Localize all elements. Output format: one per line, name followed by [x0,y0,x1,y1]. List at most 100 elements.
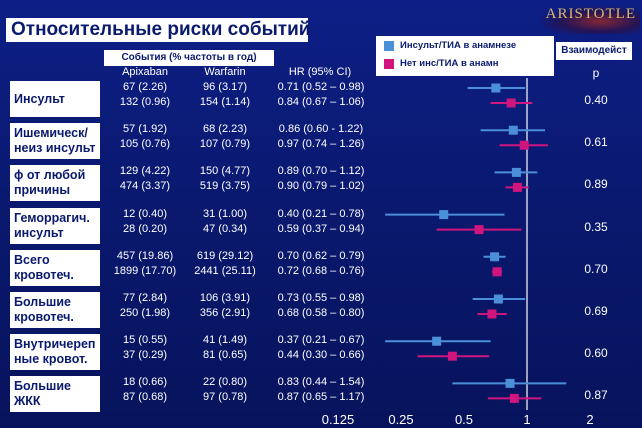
hr-ci-value: 0.89 (0.70 – 1.12) [277,165,365,178]
legend-label-tia: Инсульт/ТИА в анамнезе [400,40,517,51]
x-tick-label: 0.25 [388,412,413,427]
warfarin-value: 81 (0.65) [202,349,248,362]
column-header-warfarin: Warfarin [204,66,246,78]
apixaban-value: 132 (0.96) [119,96,171,108]
category-label: Большие ЖКК [10,376,100,413]
hr-point-tia [490,252,500,262]
legend-swatch-no-tia [384,59,394,69]
warfarin-value: 2441 (25.11) [194,264,256,277]
events-header: События (% частоты в год) [104,50,274,66]
warfarin-value: 154 (1.14) [199,96,251,108]
hr-ci-value: 0.40 (0.21 – 0.78) [277,207,365,220]
x-tick-label: 0.5 [455,412,473,427]
warfarin-value: 41 (1.49) [202,334,248,347]
warfarin-value: 47 (0.34) [202,222,248,235]
apixaban-value: 57 (1.92) [122,123,168,136]
p-value: 0.87 [584,388,608,403]
hr-point-no_tia [492,267,502,277]
p-value: 0.89 [584,177,608,192]
warfarin-value: 619 (29.12) [196,249,254,262]
hr-point-tia [491,83,501,93]
apixaban-value: 105 (0.76) [119,138,171,151]
p-value: 0.60 [584,346,608,361]
hr-point-no_tia [512,182,522,192]
hr-ci-value: 0.37 (0.21 – 0.67) [277,334,365,347]
hr-ci-value: 0.68 (0.58 – 0.80) [277,307,365,319]
hr-point-tia [511,167,521,177]
apixaban-value: 37 (0.29) [122,349,168,362]
category-label: Геморрагич. инсульт [10,207,100,244]
hr-point-tia [432,336,442,346]
column-header-p: p [592,66,600,80]
p-value: 0.69 [584,304,608,318]
warfarin-value: 519 (3.75) [199,180,251,193]
apixaban-value: 12 (0.40) [122,207,168,220]
hr-point-no_tia [519,140,529,150]
warfarin-value: 150 (4.77) [199,165,251,178]
p-value: 0.61 [584,135,608,150]
hr-point-no_tia [474,225,484,235]
apixaban-value: 457 (19.86) [116,249,174,262]
x-tick-label: 2 [586,412,593,427]
legend: Инсульт/ТИА в анамнезе Нет инс/ТИА в ана… [376,36,554,76]
hr-ci-value: 0.44 (0.30 – 0.66) [277,349,365,362]
apixaban-value: 87 (0.68) [122,391,168,404]
warfarin-value: 31 (1.00) [202,207,248,220]
category-label: Всего кровотеч. [10,249,100,286]
warfarin-value: 107 (0.79) [199,138,251,151]
hr-ci-value: 0.73 (0.55 – 0.98) [277,292,365,304]
warfarin-value: 96 (3.17) [202,81,248,93]
hr-ci-value: 0.97 (0.74 – 1.26) [277,138,365,151]
interaction-header: Взаимодейст [556,42,632,60]
hr-ci-value: 0.87 (0.65 – 1.17) [277,391,365,404]
category-label: ɸ от любой причины [10,165,100,202]
hr-point-tia [493,294,503,304]
hr-point-tia [439,210,449,220]
hr-ci-value: 0.70 (0.62 – 0.79) [277,249,365,262]
hr-ci-value: 0.72 (0.68 – 0.76) [277,264,365,277]
apixaban-value: 250 (1.98) [119,307,171,319]
hr-point-tia [505,378,515,388]
legend-label-no-tia: Нет инс/ТИА в анамн [400,58,499,69]
hr-ci-value: 0.90 (0.79 – 1.02) [277,180,365,193]
p-value: 0.35 [584,219,608,234]
category-label: Ишемическ/ неиз инсульт [10,123,100,160]
apixaban-value: 129 (4.22) [119,165,171,178]
warfarin-value: 106 (3.91) [199,292,251,304]
warfarin-value: 356 (2.91) [199,307,251,319]
category-label: Инсульт [10,81,100,117]
legend-swatch-tia [384,41,394,51]
hr-point-tia [508,125,518,135]
hr-ci-value: 0.86 (0.60 - 1.22) [278,123,364,136]
warfarin-value: 22 (0.80) [202,376,248,389]
hr-point-no_tia [509,393,519,403]
apixaban-value: 15 (0.55) [122,334,168,347]
hr-ci-value: 0.83 (0.44 – 1.54) [277,376,365,389]
p-value: 0.70 [584,261,608,276]
column-header-apixaban: Apixaban [122,66,168,78]
apixaban-value: 28 (0.20) [122,222,168,235]
warfarin-value: 97 (0.78) [202,391,248,404]
hr-ci-value: 0.84 (0.67 – 1.06) [277,96,365,108]
page-title: Относительные риски событий [6,18,310,42]
apixaban-value: 1899 (17.70) [113,264,177,277]
apixaban-value: 77 (2.84) [122,292,168,304]
apixaban-value: 474 (3.37) [119,180,171,193]
column-header-hr: HR (95% CI) [288,66,352,78]
category-label: Внутричереп ные кровот. [10,334,100,371]
p-value: 0.40 [584,93,608,107]
hr-ci-value: 0.71 (0.52 – 0.98) [277,81,365,93]
category-label: Большие кровотеч. [10,292,100,328]
hr-point-no_tia [447,351,457,361]
x-tick-label: 1 [523,412,530,427]
x-tick-label: 0.125 [322,412,355,427]
hr-ci-value: 0.59 (0.37 – 0.94) [277,222,365,235]
brand-logo: ARISTOTLE [540,6,640,34]
hr-point-no_tia [506,98,516,108]
apixaban-value: 67 (2.26) [122,81,168,93]
apixaban-value: 18 (0.66) [122,376,168,389]
hr-point-no_tia [487,309,497,319]
warfarin-value: 68 (2.23) [202,123,248,136]
